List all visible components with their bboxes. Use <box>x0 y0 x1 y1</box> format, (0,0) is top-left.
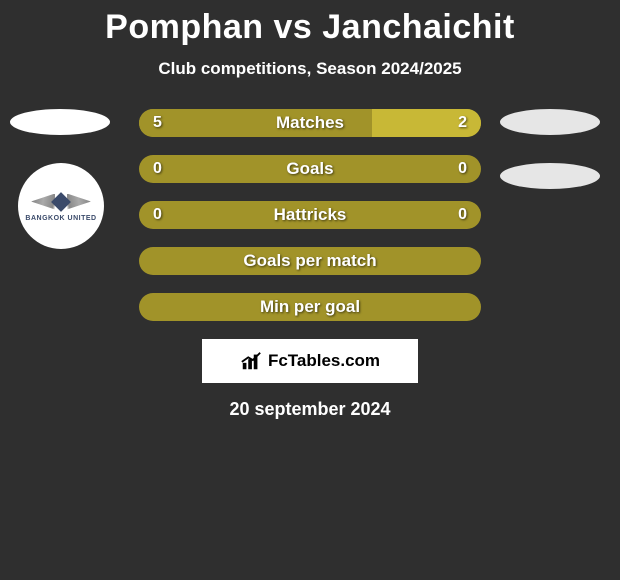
left-side-decor: BANGKOK UNITED <box>10 109 110 249</box>
brand-box: FcTables.com <box>202 339 418 383</box>
comparison-bars: 5 2 Matches 0 0 Goals 0 0 Hattricks Goals per mat… <box>139 109 481 321</box>
stat-label: Min per goal <box>260 297 360 317</box>
stat-row: Min per goal <box>139 293 481 321</box>
stat-value-right: 0 <box>458 160 467 178</box>
stat-row: 5 2 Matches <box>139 109 481 137</box>
stat-value-left: 0 <box>153 206 162 224</box>
left-ellipse <box>10 109 110 135</box>
stat-row: 0 0 Hattricks <box>139 201 481 229</box>
left-team-logo: BANGKOK UNITED <box>18 163 104 249</box>
subtitle: Club competitions, Season 2024/2025 <box>0 59 620 79</box>
stat-label: Matches <box>276 113 344 133</box>
bar-chart-icon <box>240 350 262 372</box>
brand-text: FcTables.com <box>268 351 380 371</box>
wings-icon <box>31 191 91 213</box>
stat-value-left: 5 <box>153 114 162 132</box>
right-ellipse-2 <box>500 163 600 189</box>
date-text: 20 september 2024 <box>0 399 620 420</box>
stat-value-right: 2 <box>458 114 467 132</box>
page-title: Pomphan vs Janchaichit <box>0 0 620 47</box>
stat-row: 0 0 Goals <box>139 155 481 183</box>
stat-value-left: 0 <box>153 160 162 178</box>
comparison-area: BANGKOK UNITED 5 2 Matches 0 0 Goals 0 0 Hattric… <box>0 109 620 420</box>
stat-label: Goals <box>286 159 333 179</box>
left-team-logo-text: BANGKOK UNITED <box>25 215 96 222</box>
stat-row: Goals per match <box>139 247 481 275</box>
stat-label: Hattricks <box>274 205 347 225</box>
right-side-decor <box>500 109 600 217</box>
stat-label: Goals per match <box>243 251 376 271</box>
right-ellipse-1 <box>500 109 600 135</box>
stat-value-right: 0 <box>458 206 467 224</box>
